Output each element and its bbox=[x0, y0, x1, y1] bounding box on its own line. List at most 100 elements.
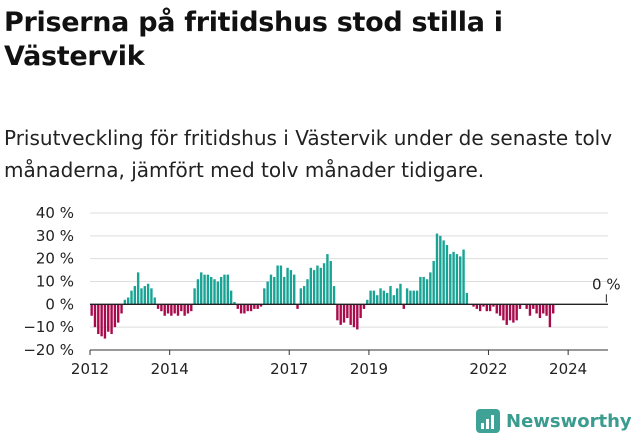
bar bbox=[309, 267, 313, 305]
bar bbox=[289, 270, 293, 305]
bar bbox=[319, 267, 322, 305]
bar bbox=[216, 281, 220, 305]
bar bbox=[279, 265, 283, 305]
bar bbox=[120, 304, 123, 314]
bar bbox=[455, 254, 459, 305]
bar bbox=[146, 283, 150, 305]
bar bbox=[379, 288, 382, 305]
bar bbox=[525, 304, 528, 309]
bar bbox=[336, 304, 339, 321]
bar bbox=[266, 281, 269, 305]
bar bbox=[395, 288, 399, 305]
bar bbox=[542, 304, 545, 314]
bar bbox=[213, 279, 216, 305]
newsworthy-logo[interactable]: Newsworthy bbox=[476, 407, 631, 435]
bar bbox=[296, 304, 299, 309]
bar bbox=[113, 304, 117, 328]
bar bbox=[180, 304, 183, 312]
bar bbox=[206, 274, 210, 305]
bar bbox=[153, 297, 156, 305]
bar bbox=[269, 274, 273, 305]
bars bbox=[90, 233, 555, 339]
bar bbox=[219, 276, 223, 305]
bar bbox=[532, 304, 535, 309]
bar bbox=[452, 251, 455, 305]
bar bbox=[429, 272, 432, 305]
bar bbox=[166, 304, 170, 314]
bar bbox=[409, 290, 412, 305]
price-change-chart: −20 %−10 %0 %10 %20 %30 %40 % 2012 2014 20… bbox=[23, 204, 620, 378]
bar bbox=[233, 302, 236, 305]
bar bbox=[535, 304, 538, 314]
bar bbox=[356, 304, 359, 330]
bar bbox=[130, 290, 133, 305]
bar bbox=[126, 297, 130, 305]
bar bbox=[442, 240, 445, 305]
bar bbox=[366, 299, 369, 305]
bar bbox=[376, 295, 379, 305]
bar bbox=[459, 256, 462, 305]
bar bbox=[302, 286, 306, 305]
bar bbox=[90, 304, 93, 316]
bar bbox=[512, 304, 515, 323]
bar bbox=[299, 288, 303, 305]
bar bbox=[425, 279, 429, 305]
bar bbox=[445, 244, 449, 305]
bar bbox=[176, 304, 180, 316]
bar bbox=[449, 254, 452, 305]
x-axis: 2012 2014 2017 2019 2022 2024 bbox=[71, 349, 608, 378]
bar bbox=[322, 263, 326, 305]
bar bbox=[93, 304, 97, 328]
bar bbox=[352, 304, 356, 328]
bar bbox=[200, 272, 203, 305]
bar bbox=[372, 290, 376, 305]
bar bbox=[226, 274, 229, 305]
y-tick-label: −10 % bbox=[23, 318, 74, 336]
bar bbox=[488, 304, 492, 312]
bar bbox=[369, 290, 372, 305]
bar bbox=[117, 304, 120, 323]
bar bbox=[329, 260, 332, 305]
bar bbox=[359, 304, 362, 319]
bar bbox=[143, 286, 146, 305]
x-tick-label: 2022 bbox=[469, 360, 507, 378]
bar bbox=[552, 304, 555, 314]
bar bbox=[495, 304, 498, 314]
x-tick-label: 2024 bbox=[549, 360, 587, 378]
bar bbox=[100, 304, 103, 337]
bar bbox=[545, 304, 548, 316]
bar bbox=[160, 304, 163, 312]
y-tick-label: −20 % bbox=[23, 341, 74, 359]
bar bbox=[548, 304, 552, 328]
bar bbox=[223, 274, 226, 305]
bar bbox=[349, 304, 352, 325]
y-axis: −20 % −10 % 0 % 10 % 20 % 30 % 40 % bbox=[23, 204, 74, 359]
bar bbox=[385, 292, 389, 305]
bar bbox=[402, 304, 405, 309]
bar bbox=[210, 276, 213, 305]
bar bbox=[193, 288, 196, 305]
bar bbox=[498, 304, 502, 316]
bar bbox=[342, 304, 346, 323]
bar bbox=[472, 304, 475, 307]
bar bbox=[173, 304, 176, 314]
y-tick-label: 40 % bbox=[36, 204, 74, 222]
bar bbox=[150, 288, 153, 305]
bar bbox=[229, 290, 233, 305]
bar bbox=[203, 274, 206, 305]
y-tick-label: 30 % bbox=[36, 227, 74, 245]
bar bbox=[110, 304, 113, 335]
bar bbox=[415, 290, 419, 305]
bar bbox=[170, 304, 173, 316]
bar bbox=[422, 276, 425, 305]
y-tick-label: 10 % bbox=[36, 273, 74, 291]
bar bbox=[346, 304, 349, 319]
bar bbox=[156, 304, 160, 309]
x-tick-label: 2014 bbox=[151, 360, 189, 378]
bar bbox=[133, 286, 137, 305]
bar bbox=[485, 304, 488, 312]
y-tick-label: 0 % bbox=[45, 295, 74, 313]
bar bbox=[528, 304, 532, 316]
bar bbox=[249, 304, 253, 312]
x-tick-label: 2012 bbox=[71, 360, 109, 378]
